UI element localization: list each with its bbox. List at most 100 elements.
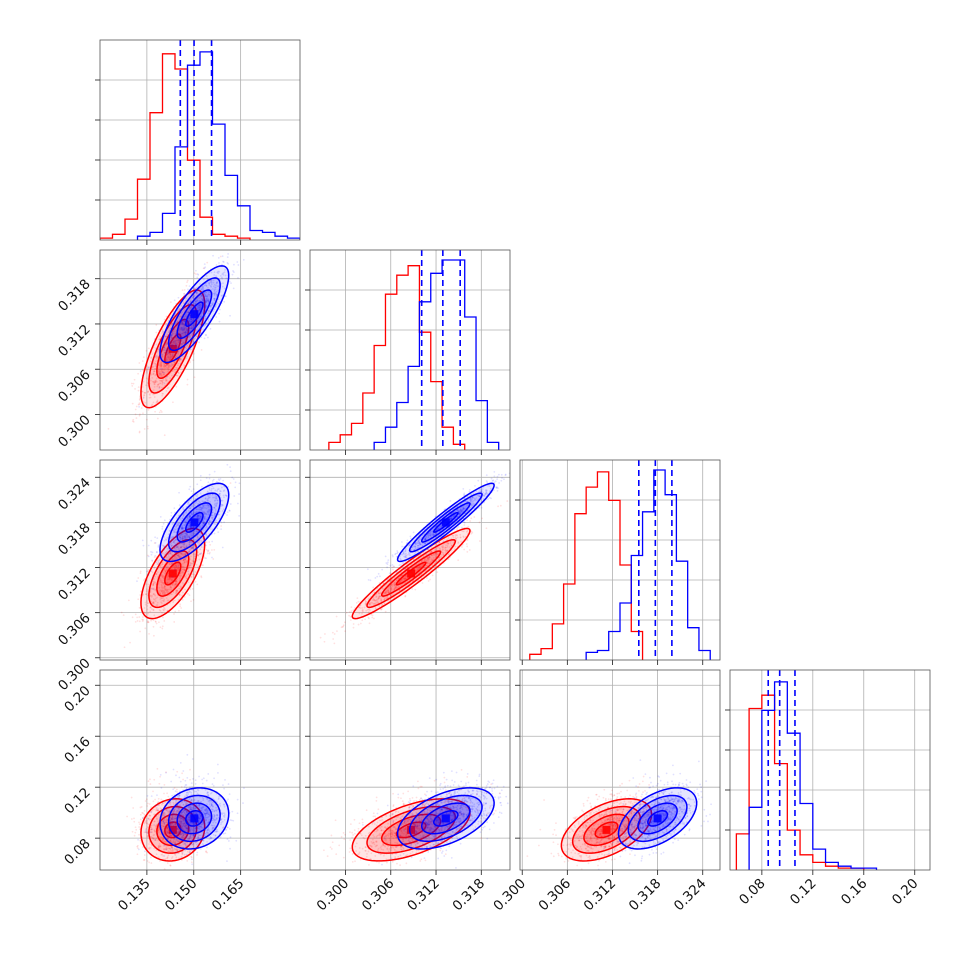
scatter-point — [213, 289, 216, 291]
scatter-point — [155, 324, 158, 326]
scatter-point — [183, 546, 186, 549]
scatter-point — [153, 581, 156, 583]
scatter-point — [142, 380, 145, 383]
scatter-point — [193, 272, 196, 275]
scatter-point — [151, 576, 154, 579]
scatter-point — [176, 355, 179, 358]
scatter-point — [207, 299, 210, 302]
scatter-point — [175, 564, 177, 567]
scatter-point — [138, 430, 141, 433]
scatter-point — [223, 300, 226, 303]
scatter-point — [180, 542, 183, 545]
scatter-point — [167, 356, 170, 359]
scatter-point — [218, 262, 220, 264]
scatter-point — [136, 580, 138, 583]
scatter-point — [161, 371, 164, 374]
scatter-point — [191, 297, 194, 299]
scatter-point — [144, 391, 147, 394]
scatter-point — [167, 356, 169, 358]
scatter-point — [144, 612, 146, 615]
scatter-point — [368, 617, 370, 620]
scatter-point — [176, 589, 179, 592]
scatter-point — [180, 326, 183, 329]
scatter-point — [200, 323, 203, 326]
scatter-point — [142, 394, 145, 397]
scatter-point — [217, 270, 220, 273]
scatter-point — [221, 277, 224, 280]
scatter-point — [157, 544, 160, 547]
scatter-point — [181, 359, 183, 361]
scatter-point — [181, 321, 184, 323]
scatter-point — [161, 370, 164, 373]
scatter-point — [166, 589, 169, 592]
scatter-point — [172, 332, 175, 335]
scatter-point — [205, 301, 208, 304]
scatter-point — [170, 346, 173, 349]
scatter-point — [177, 340, 180, 343]
scatter-point — [226, 463, 229, 466]
scatter-point — [216, 527, 219, 530]
scatter-point — [191, 327, 194, 330]
scatter-point — [155, 377, 158, 380]
scatter-point — [226, 256, 229, 258]
scatter-point — [151, 403, 154, 406]
y-tick-label: 0.300 — [55, 412, 94, 451]
scatter-point — [191, 546, 194, 549]
scatter-point — [169, 353, 172, 356]
scatter-point — [178, 308, 180, 310]
scatter-point — [202, 288, 205, 290]
scatter-point — [216, 521, 218, 524]
scatter-point — [204, 306, 207, 309]
scatter-point — [198, 308, 201, 311]
scatter-point — [162, 392, 165, 395]
scatter-point — [195, 335, 197, 338]
scatter-point — [187, 311, 190, 313]
scatter-point — [176, 339, 179, 342]
scatter-point — [189, 361, 191, 364]
scatter-point — [186, 329, 189, 332]
scatter-point — [135, 417, 138, 419]
scatter-point — [184, 326, 186, 329]
scatter-point — [166, 556, 168, 559]
scatter-point — [167, 352, 170, 355]
scatter-point — [142, 618, 145, 621]
scatter-point — [202, 297, 205, 300]
scatter-point — [170, 333, 173, 336]
scatter-point — [153, 344, 156, 347]
scatter-point — [159, 365, 162, 368]
scatter-point — [411, 588, 414, 590]
scatter-point — [145, 418, 148, 421]
panel-content — [100, 40, 300, 240]
scatter-point — [180, 328, 183, 331]
scatter-point — [219, 275, 222, 277]
scatter-point — [186, 330, 189, 332]
scatter-point — [183, 331, 186, 334]
scatter-point — [208, 477, 211, 480]
scatter-point — [189, 307, 192, 310]
scatter-point — [174, 332, 177, 335]
scatter-point — [193, 555, 196, 558]
scatter-point — [172, 540, 175, 543]
scatter-point — [197, 554, 200, 557]
scatter-point — [163, 318, 166, 321]
scatter-point — [177, 296, 180, 299]
scatter-point — [356, 597, 359, 600]
scatter-point — [169, 341, 172, 344]
scatter-point — [180, 607, 183, 609]
scatter-point — [163, 434, 166, 437]
scatter-point — [159, 379, 162, 382]
scatter-point — [200, 289, 203, 291]
scatter-point — [159, 362, 162, 365]
scatter-point — [198, 306, 201, 309]
scatter-point — [147, 365, 150, 368]
scatter-point — [156, 537, 159, 539]
scatter-point — [143, 391, 146, 394]
scatter-point — [231, 273, 234, 276]
scatter-point — [154, 373, 157, 376]
scatter-point — [171, 355, 174, 358]
scatter-point — [147, 347, 150, 350]
scatter-point — [148, 396, 151, 399]
scatter-point — [160, 411, 163, 413]
scatter-point — [165, 566, 168, 568]
scatter-point — [156, 563, 159, 566]
